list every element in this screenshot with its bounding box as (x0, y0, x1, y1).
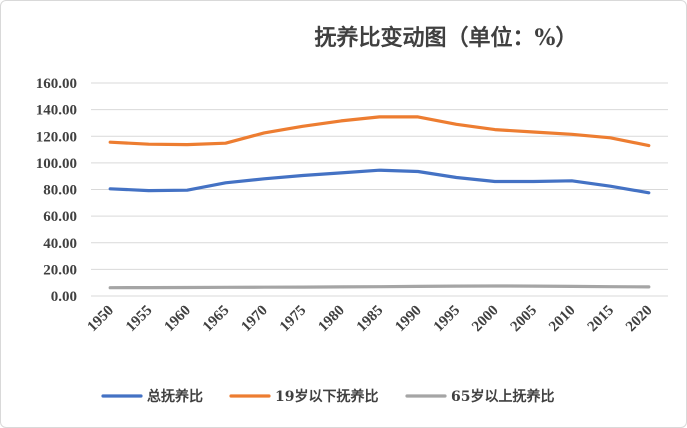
series-line-3 (108, 284, 651, 290)
y-tick-label: 120.00 (36, 129, 77, 145)
x-tick-label: 1985 (354, 303, 387, 336)
x-tick-label: 1975 (277, 303, 310, 336)
y-tick-label: 140.00 (36, 103, 77, 119)
legend: 总抚养比 19岁以下抚养比 65岁以上抚养比 (101, 388, 554, 405)
x-tick-label: 1950 (85, 303, 118, 336)
chart-title: 抚养比变动图（单位：%） (315, 25, 578, 51)
x-tick-label: 1970 (238, 303, 271, 336)
x-tick-label: 2005 (508, 303, 541, 336)
legend-label: 19岁以下抚养比 (275, 388, 378, 405)
y-tick-label: 60.00 (43, 209, 77, 225)
x-tick-label: 1980 (315, 303, 348, 336)
legend-label: 65岁以上抚养比 (451, 388, 554, 405)
x-tick-label: 2020 (623, 303, 656, 336)
y-tick-label: 100.00 (36, 156, 77, 172)
x-tick-label: 1965 (200, 303, 233, 336)
x-axis-ticks: 1950 1955 1960 1965 1970 1975 1980 1985 1990 1995… (85, 303, 656, 336)
x-tick-label: 1955 (123, 303, 156, 336)
legend-label: 总抚养比 (147, 388, 203, 405)
series-line-2 (108, 115, 651, 148)
x-tick-label: 1995 (431, 303, 464, 336)
series-line-1 (108, 168, 651, 195)
x-tick-label: 1990 (392, 303, 425, 336)
x-tick-label: 2015 (585, 303, 618, 336)
x-tick-label: 2000 (469, 303, 502, 336)
series-layer (108, 115, 651, 290)
y-tick-label: 20.00 (43, 262, 77, 278)
x-tick-label: 1960 (161, 303, 194, 336)
y-tick-label: 160.00 (36, 76, 77, 92)
y-axis-ticks: 0.00 20.00 40.00 60.00 80.00 100.00 120.00 140.… (36, 76, 77, 305)
x-tick-label: 2010 (546, 303, 579, 336)
y-tick-label: 80.00 (43, 183, 77, 199)
y-tick-label: 0.00 (51, 289, 77, 305)
y-tick-label: 40.00 (43, 236, 77, 252)
